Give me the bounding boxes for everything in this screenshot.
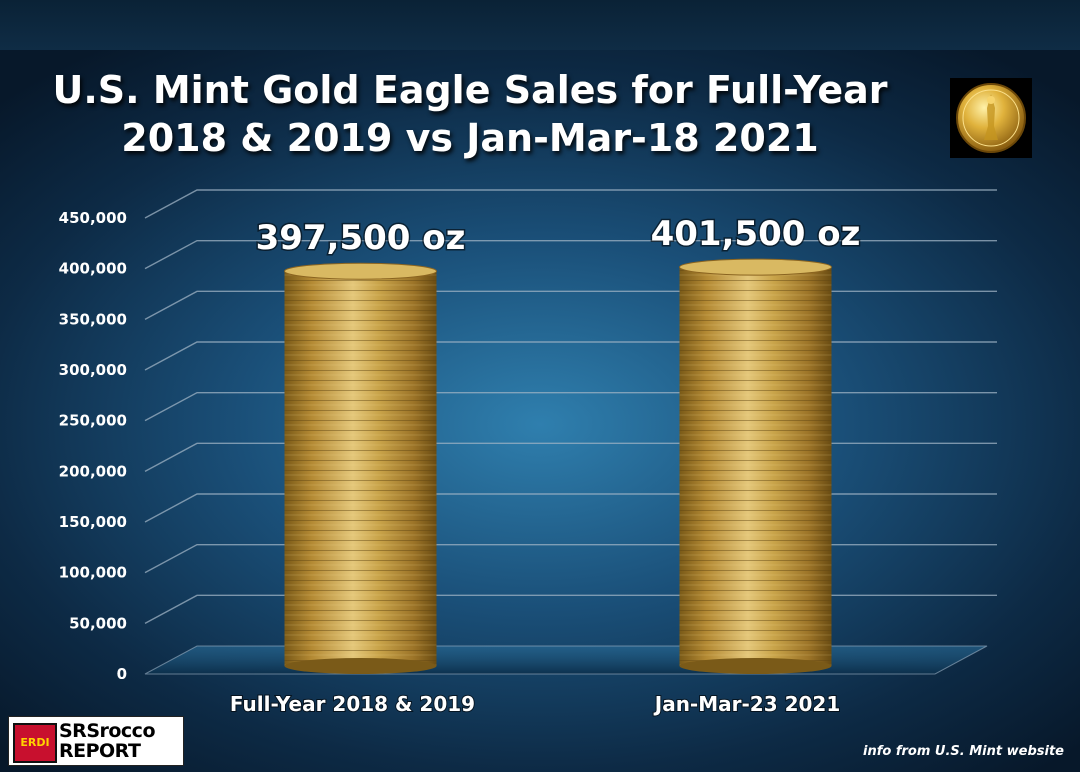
logo-line-2: REPORT [59,740,141,762]
y-tick-label: 450,000 [59,209,127,227]
bar-coin-edges [679,267,832,666]
bar [679,258,832,674]
logo-badge: ERDI [13,723,57,763]
bar-top [284,262,437,280]
gridline [144,239,997,270]
y-tick-label: 0 [117,665,127,683]
data-label: 397,500 oz [256,218,466,258]
top-band [0,0,1080,50]
bar-top [679,258,832,276]
gridline [144,594,997,624]
chart-title-line-2: 2018 & 2019 vs Jan-Mar-18 2021 [121,116,819,160]
gridline [144,493,997,523]
bar-coin-edges [284,271,437,666]
chart-floor-plane [144,645,988,675]
bar [284,262,437,674]
logo-line-1: SRSrocco [59,720,156,742]
gridline [144,442,997,472]
data-label: 401,500 oz [651,214,861,254]
gold-eagle-coin-icon [950,78,1032,158]
gridline [144,290,997,320]
y-tick-label: 250,000 [59,412,127,430]
y-tick-label: 50,000 [69,614,127,632]
chart-floor [144,645,988,675]
category-label: Jan-Mar-23 2021 [653,692,841,716]
bar-base [284,658,437,674]
source-note: info from U.S. Mint website [863,744,1064,759]
category-label: Full-Year 2018 & 2019 [230,692,475,716]
y-tick-label: 400,000 [59,260,127,278]
y-tick-label: 150,000 [59,513,127,531]
y-axis-ticks: 0 50,000 100,000 150,000 200,000 250,000 300,0… [59,209,127,683]
chart-bars [284,258,832,674]
y-tick-label: 200,000 [59,462,127,480]
chart-title-line-1: U.S. Mint Gold Eagle Sales for Full-Year [52,68,888,112]
gridline [144,189,997,219]
y-tick-label: 350,000 [59,310,127,328]
gridline [144,391,997,422]
y-tick-label: 300,000 [59,361,127,379]
chart-labels: 397,500 oz Full-Year 2018 & 2019 401,500 o… [229,213,862,717]
gridline [144,543,997,574]
chart-title: U.S. Mint Gold Eagle Sales for Full-Year… [20,66,920,162]
gridline [144,341,997,371]
bar-base [679,658,832,674]
y-tick-label: 100,000 [59,564,127,582]
srsrocco-report-logo: ERDI SRSrocco REPORT [8,716,184,766]
